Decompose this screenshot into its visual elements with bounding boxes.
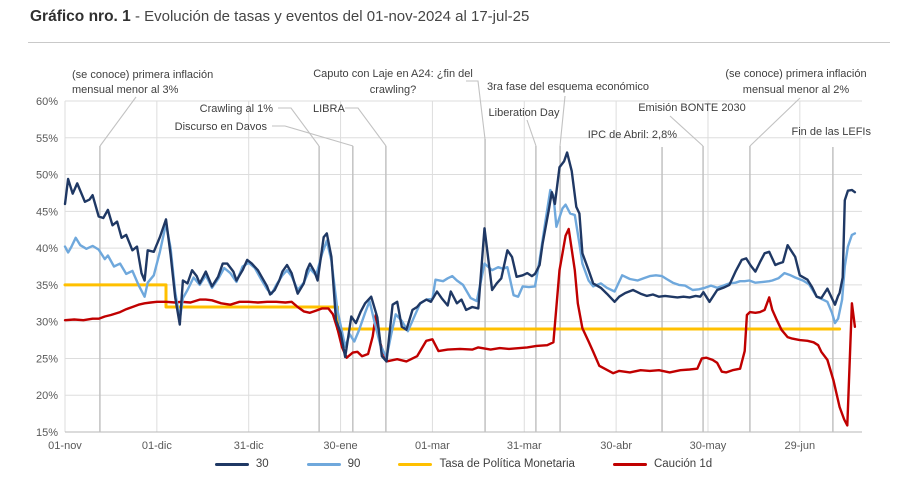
y-tick-label: 20%	[36, 390, 58, 402]
annotation-label: Crawling al 1%	[200, 103, 274, 115]
chart-legend: 30 90 Tasa de Política Monetaria Caución…	[65, 458, 862, 470]
annotation-label: Caputo con Laje en A24: ¿fin del	[313, 68, 473, 80]
annotation-label: crawling?	[370, 84, 416, 96]
legend-item-30: 30	[214, 458, 269, 470]
y-tick-label: 45%	[36, 206, 58, 218]
annotation-label: mensual menor al 3%	[72, 84, 179, 96]
x-tick-label: 31-dic	[234, 440, 264, 452]
annotation-label: 3ra fase del esquema económico	[487, 81, 649, 93]
legend-item-90: 90	[306, 458, 361, 470]
legend-swatch-tpm	[398, 462, 433, 466]
annotation-leader-line	[559, 95, 566, 147]
annotation-label: Discurso en Davos	[175, 121, 268, 133]
legend-swatch-90	[306, 462, 341, 466]
annotation-leader-line	[669, 115, 704, 147]
series-line-90	[63, 188, 857, 359]
x-tick-label: 30-abr	[600, 440, 632, 452]
series-line-30	[63, 151, 857, 363]
y-tick-label: 60%	[36, 96, 58, 108]
y-tick-label: 35%	[36, 280, 58, 292]
legend-label-caucion: Caución 1d	[653, 458, 713, 470]
annotation-leader-line	[272, 125, 354, 147]
annotation-label: Emisión BONTE 2030	[638, 102, 746, 114]
title-text: Evolución de tasas y eventos del 01-nov-…	[144, 8, 530, 25]
x-tick-label: 31-mar	[507, 440, 542, 452]
annotation-label: IPC de Abril: 2,8%	[588, 129, 677, 141]
y-tick-label: 55%	[36, 133, 58, 145]
x-tick-label: 30-ene	[323, 440, 357, 452]
legend-label-90: 90	[347, 458, 361, 470]
y-tick-label: 30%	[36, 317, 58, 329]
x-tick-label: 01-dic	[142, 440, 172, 452]
legend-label-tpm: Tasa de Política Monetaria	[439, 458, 575, 470]
x-tick-label: 01-mar	[415, 440, 450, 452]
y-tick-label: 40%	[36, 243, 58, 255]
x-tick-label: 29-jun	[785, 440, 816, 452]
y-tick-label: 15%	[36, 427, 58, 439]
page-title: Gráfico nro. 1 - Evolución de tasas y ev…	[30, 8, 529, 26]
y-tick-label: 50%	[36, 170, 58, 182]
annotation-label: mensual menor al 2%	[743, 84, 850, 96]
title-separator: -	[130, 8, 145, 25]
annotation-label: (se conoce) primera inflación	[72, 69, 213, 81]
y-tick-label: 25%	[36, 353, 58, 365]
legend-swatch-30	[214, 462, 249, 466]
x-tick-label: 30-may	[690, 440, 727, 452]
annotation-leader-line	[749, 97, 801, 147]
title-divider	[28, 42, 890, 43]
legend-item-caucion: Caución 1d	[612, 458, 713, 470]
annotation-label: (se conoce) primera inflación	[725, 68, 866, 80]
annotation-leader-line	[99, 96, 137, 147]
annotation-label: Liberation Day	[489, 107, 560, 119]
annotation-leader-line	[345, 107, 387, 147]
legend-item-tpm: Tasa de Política Monetaria	[398, 458, 575, 470]
x-tick-label: 01-nov	[48, 440, 82, 452]
annotation-label: LIBRA	[313, 103, 345, 115]
annotation-label: Fin de las LEFIs	[792, 126, 872, 138]
series-line-tasa-de-pol-tica-monetaria	[63, 283, 842, 331]
legend-swatch-caucion	[612, 462, 647, 466]
annotation-leader-line	[466, 80, 486, 140]
legend-label-30: 30	[255, 458, 269, 470]
series-line-cauci-n-1d	[63, 227, 857, 427]
title-number: Gráfico nro. 1	[30, 8, 131, 25]
annotation-leader-line	[526, 119, 537, 147]
